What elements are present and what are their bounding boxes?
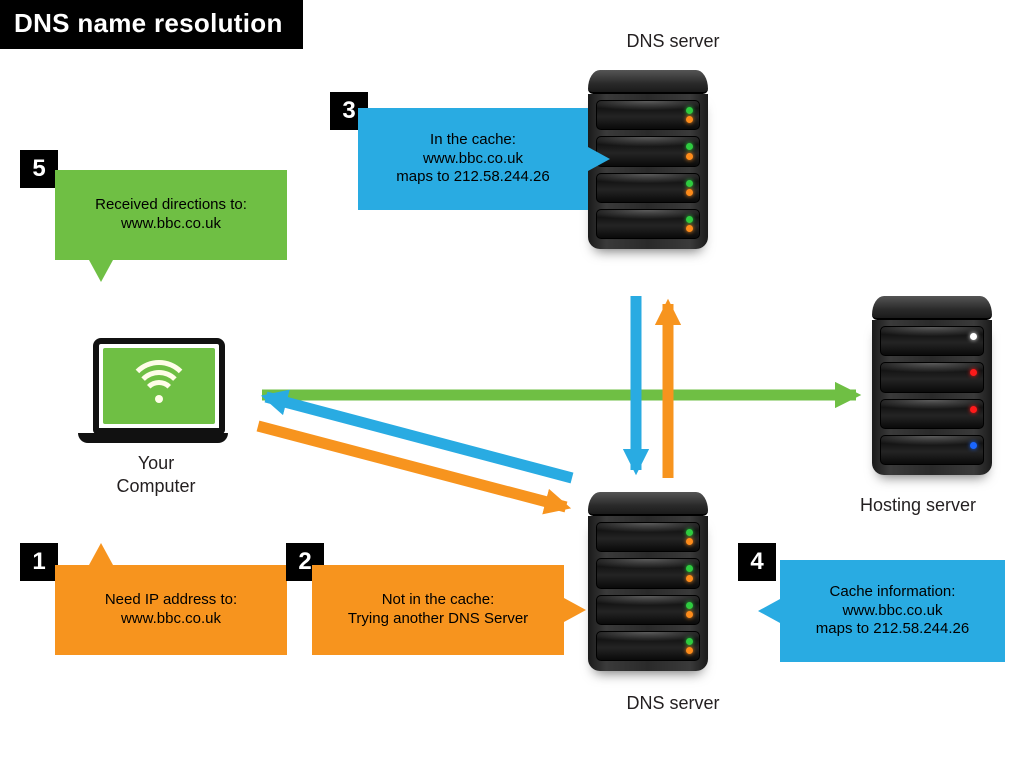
caption-your-computer: Your Computer	[96, 452, 216, 497]
step-1-badge: 1	[20, 543, 58, 581]
caption-dns-top: DNS server	[598, 30, 748, 53]
step-5-bubble: Received directions to: www.bbc.co.uk	[55, 170, 287, 260]
your-computer-icon	[93, 338, 225, 443]
edge-laptop-to-dns2	[258, 426, 566, 507]
step-4-badge: 4	[738, 543, 776, 581]
step-1-bubble: Need IP address to: www.bbc.co.uk	[55, 565, 287, 655]
caption-dns-bottom: DNS server	[598, 692, 748, 715]
edge-dns2-to-laptop	[266, 397, 572, 478]
hosting-server-icon	[872, 296, 992, 481]
page-title: DNS name resolution	[0, 0, 303, 49]
caption-hosting: Hosting server	[838, 494, 998, 517]
wifi-icon	[131, 367, 187, 405]
dns-server-bottom-icon	[588, 492, 708, 677]
step-3-bubble: In the cache: www.bbc.co.uk maps to 212.…	[358, 108, 588, 210]
step-5-badge: 5	[20, 150, 58, 188]
step-2-bubble: Not in the cache: Trying another DNS Ser…	[312, 565, 564, 655]
step-4-bubble: Cache information: www.bbc.co.uk maps to…	[780, 560, 1005, 662]
